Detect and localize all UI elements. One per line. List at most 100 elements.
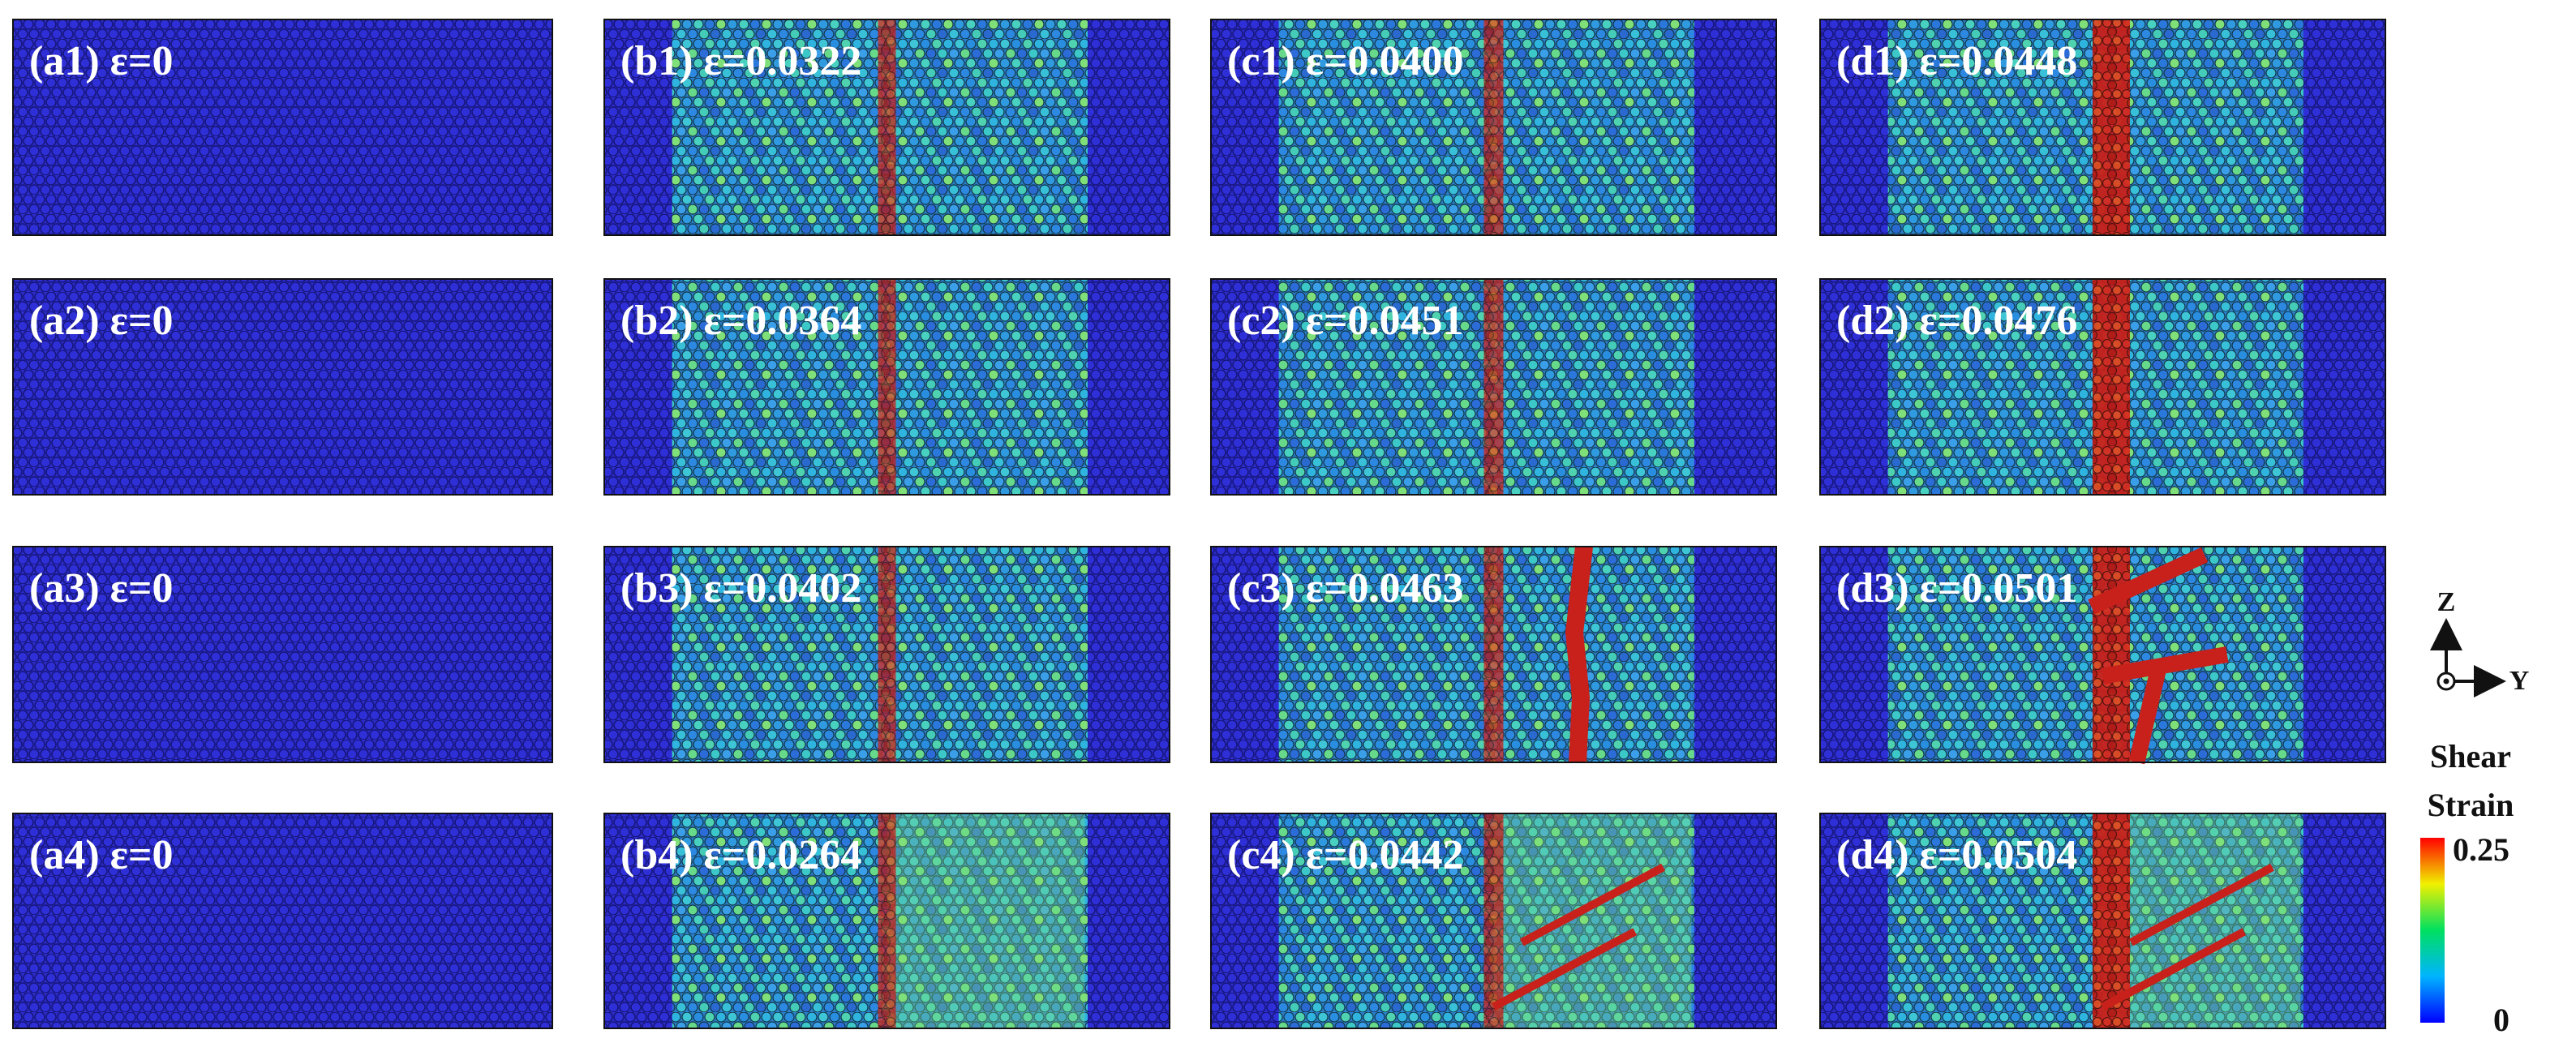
panel-border	[1819, 813, 2386, 1029]
shear-band	[1483, 19, 1504, 235]
panel-label: (a3) ε=0	[29, 565, 173, 612]
snapshot-panel: (a3) ε=0	[12, 546, 553, 763]
colorbar: Shear Strain 0.25 0	[2420, 738, 2514, 1038]
fixed-region	[1820, 547, 1888, 762]
panel-border	[1210, 19, 1777, 236]
panel-label: (d2) ε=0.0476	[1836, 298, 2077, 344]
fixed-region	[1820, 279, 1888, 495]
strain-zone	[2102, 813, 2301, 1028]
panel-border	[1210, 278, 1777, 496]
colorbar-min: 0	[2493, 1002, 2509, 1038]
colorbar-title: Strain	[2428, 787, 2514, 823]
strain-zone	[1493, 813, 1692, 1028]
panel-border	[1819, 278, 2386, 496]
panel-border	[1210, 813, 1777, 1029]
snapshot-panel: (a4) ε=0	[12, 813, 553, 1029]
shear-band	[878, 279, 896, 495]
shear-band	[1565, 545, 1593, 763]
fixed-region	[1820, 19, 1888, 235]
fixed-region	[1694, 19, 1776, 235]
panel-border	[1210, 546, 1777, 763]
fixed-region	[1694, 813, 1776, 1028]
fixed-region	[1087, 279, 1170, 495]
snapshot-panel: (b1) ε=0.0322	[603, 19, 1170, 236]
snapshot-panel: (d2) ε=0.0476	[1819, 278, 2386, 496]
fixed-region	[604, 19, 672, 235]
panel-border	[603, 546, 1170, 763]
panel-label: (c4) ε=0.0442	[1227, 832, 1464, 878]
particle-field	[13, 547, 552, 762]
fixed-region	[1211, 813, 1279, 1028]
colorbar-gradient	[2420, 838, 2445, 1023]
shear-band	[2101, 863, 2274, 1011]
axes-icon: Z Y	[2430, 587, 2530, 697]
panel-label: (c2) ε=0.0451	[1227, 298, 1464, 344]
shear-band	[2088, 547, 2229, 765]
colorbar-max: 0.25	[2453, 831, 2509, 868]
snapshot-panel: (a2) ε=0	[12, 278, 553, 496]
shear-band	[2092, 19, 2130, 235]
fixed-region	[2303, 813, 2385, 1028]
fixed-region	[1087, 813, 1170, 1028]
fixed-region	[604, 813, 672, 1028]
fixed-region	[1694, 547, 1776, 762]
panel-label: (b2) ε=0.0364	[620, 298, 861, 344]
particle-field	[13, 19, 552, 235]
particle-field	[13, 813, 552, 1028]
snapshot-panel: (d3) ε=0.0501	[1819, 546, 2386, 765]
fixed-region	[2303, 279, 2385, 495]
panel-label: (d1) ε=0.0448	[1836, 38, 2077, 84]
fixed-region	[1820, 813, 1888, 1028]
snapshot-panel: (c1) ε=0.0400	[1210, 19, 1777, 236]
y-label: Y	[2509, 666, 2530, 696]
shear-band	[878, 547, 896, 762]
panel-label: (a2) ε=0	[29, 298, 173, 344]
fixed-region	[604, 279, 672, 495]
fixed-region	[1211, 19, 1279, 235]
fixed-region	[2303, 547, 2385, 762]
panel-border	[12, 278, 553, 496]
fixed-region	[604, 547, 672, 762]
panel-border	[603, 813, 1170, 1029]
fixed-region	[1087, 19, 1170, 235]
panel-label: (c3) ε=0.0463	[1227, 565, 1464, 612]
panel-border	[12, 546, 553, 763]
panel-label: (b3) ε=0.0402	[620, 565, 861, 612]
fixed-region	[1211, 279, 1279, 495]
snapshot-panel: (c4) ε=0.0442	[1210, 813, 1777, 1029]
shear-band	[1483, 547, 1504, 762]
snapshot-panel: (c2) ε=0.0451	[1210, 278, 1777, 496]
panel-grid: (a1) ε=0 (b1) ε=0.0322 (c1) ε=0.0400 (d1) ε…	[12, 19, 2386, 1029]
snapshot-panel: (d1) ε=0.0448	[1819, 19, 2386, 236]
shear-band	[1492, 863, 1665, 1011]
shear-band	[878, 19, 896, 235]
fixed-region	[1087, 547, 1170, 762]
snapshot-panel: (a1) ε=0	[12, 19, 553, 236]
shear-band	[1483, 813, 1504, 1028]
snapshot-panel: (b2) ε=0.0364	[603, 278, 1170, 496]
panel-label: (d3) ε=0.0501	[1836, 565, 2077, 612]
z-label: Z	[2437, 587, 2456, 617]
panel-border	[1819, 19, 2386, 236]
particle-field	[13, 279, 552, 495]
x-out-dot	[2443, 678, 2449, 684]
panel-border	[603, 19, 1170, 236]
panel-label: (b4) ε=0.0264	[620, 832, 861, 878]
shear-band	[2092, 279, 2130, 495]
strain-zone	[887, 813, 1085, 1028]
fixed-region	[2303, 19, 2385, 235]
colorbar-title: Shear	[2430, 738, 2511, 775]
snapshot-panel: (b4) ε=0.0264	[603, 813, 1170, 1029]
fixed-region	[1211, 547, 1279, 762]
fixed-region	[1694, 279, 1776, 495]
panel-label: (d4) ε=0.0504	[1836, 832, 2077, 878]
shear-band	[2092, 547, 2130, 762]
panel-border	[12, 813, 553, 1029]
panel-label: (c1) ε=0.0400	[1227, 38, 1464, 84]
panel-label: (a4) ε=0	[29, 832, 173, 878]
snapshot-panel: (b3) ε=0.0402	[603, 546, 1170, 763]
panel-border	[1819, 546, 2386, 763]
shear-band	[878, 813, 896, 1028]
